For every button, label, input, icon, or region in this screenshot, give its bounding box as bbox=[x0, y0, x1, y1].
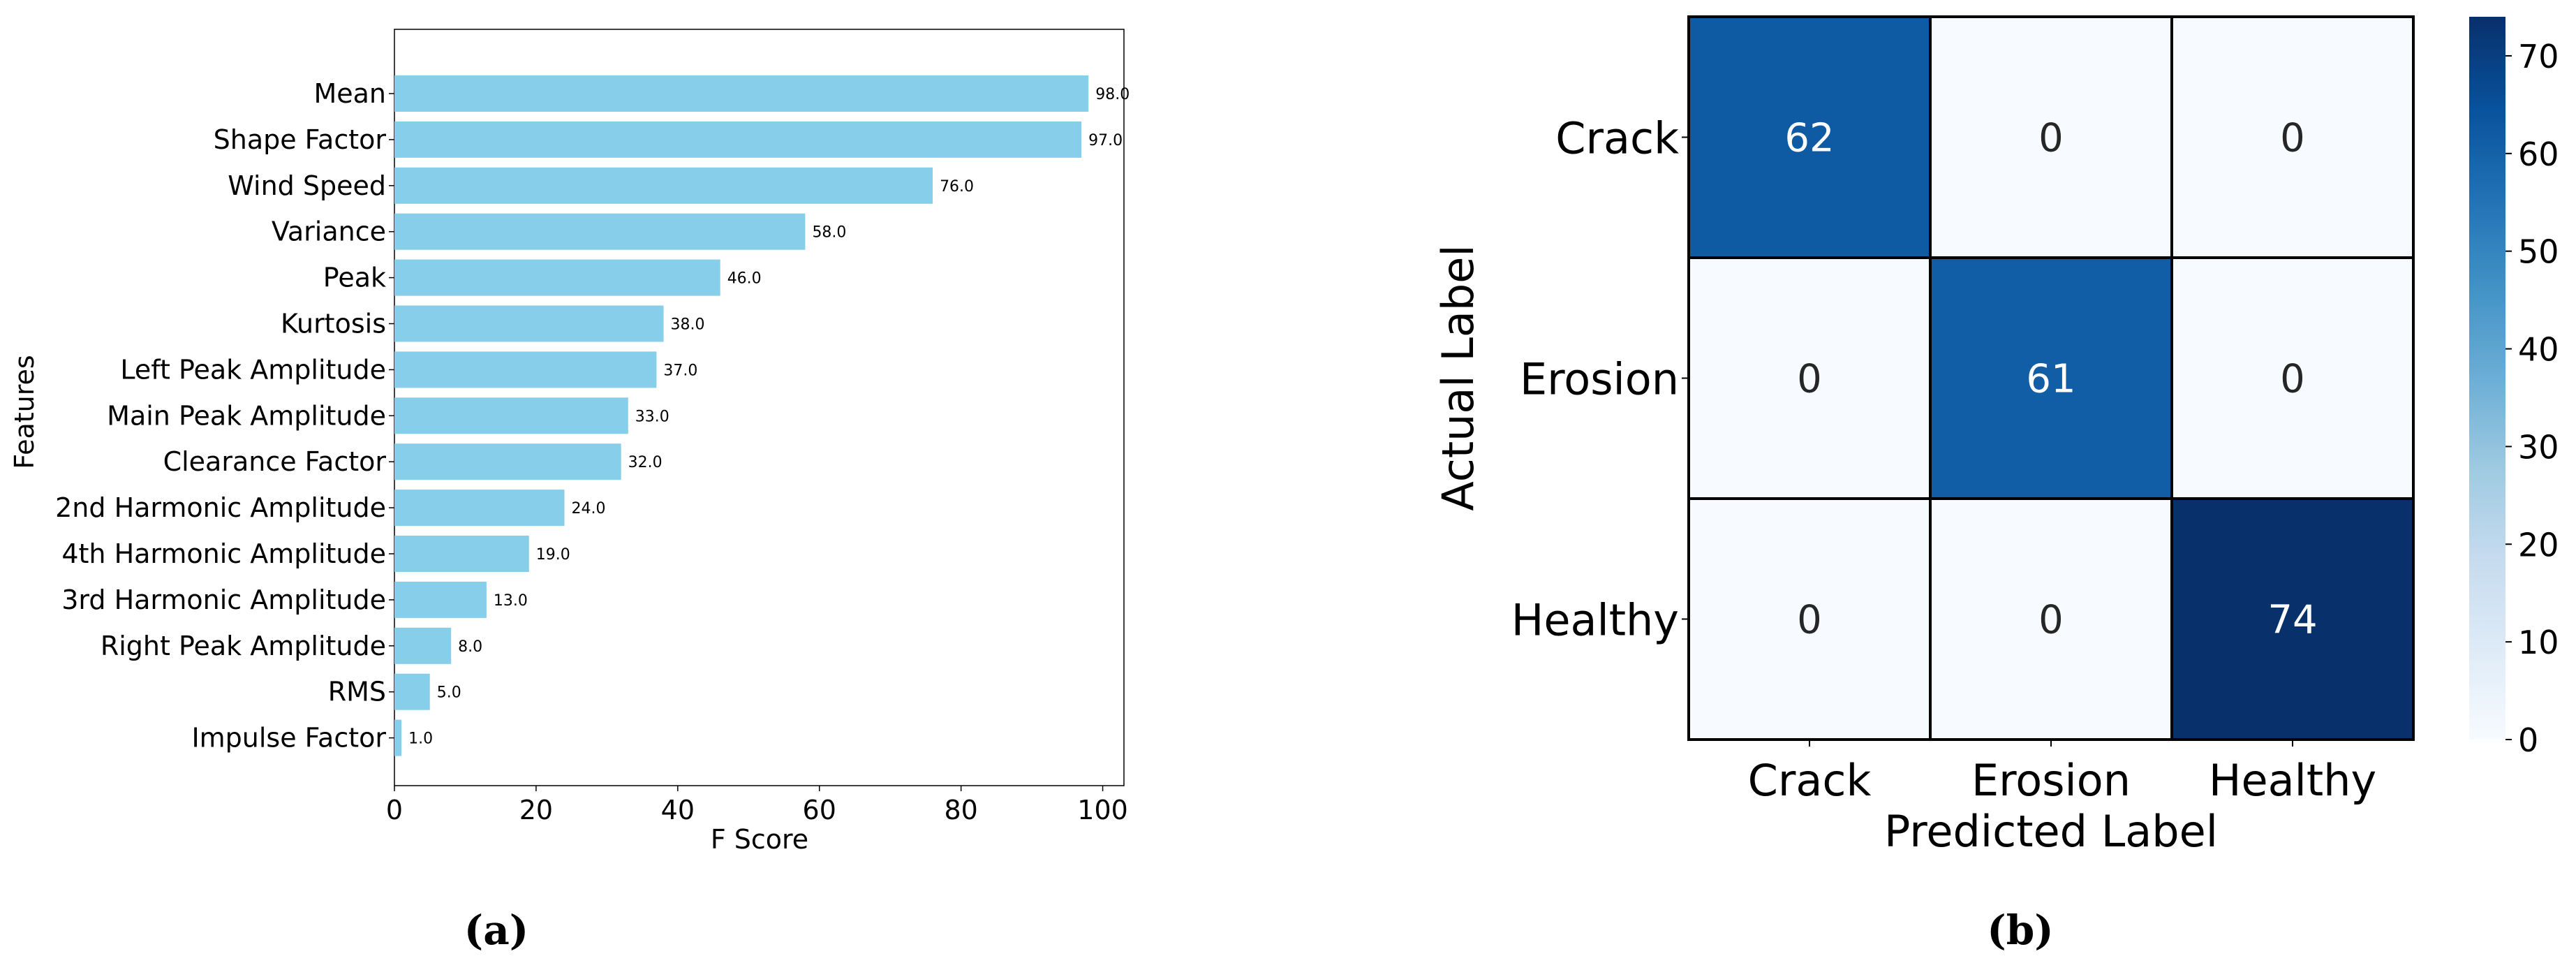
cell-value: 0 bbox=[2280, 357, 2305, 402]
heatmap-cell bbox=[2170, 256, 2415, 500]
cell-value: 62 bbox=[1784, 116, 1834, 161]
y-axis-label: Actual Label bbox=[1433, 244, 1483, 510]
data-label: 38.0 bbox=[671, 316, 705, 334]
x-tick-label: 20 bbox=[519, 795, 553, 825]
bar bbox=[394, 719, 402, 756]
y-tick-label: Wind Speed bbox=[228, 170, 386, 201]
data-label: 19.0 bbox=[536, 546, 570, 564]
x-axis-label: Predicted Label bbox=[1884, 806, 2218, 857]
colorbar-tick-label: 0 bbox=[2518, 721, 2538, 759]
y-tick-label: Shape Factor bbox=[214, 124, 387, 155]
data-label: 33.0 bbox=[635, 408, 669, 425]
data-label: 98.0 bbox=[1095, 86, 1130, 103]
bar bbox=[394, 305, 664, 342]
data-label: 13.0 bbox=[494, 592, 528, 610]
colorbar-tick-label: 20 bbox=[2518, 526, 2559, 564]
bar bbox=[394, 213, 806, 250]
heatmap-cell bbox=[1687, 497, 1932, 741]
heatmap-cell bbox=[2170, 497, 2415, 741]
panel-label-a: (a) bbox=[464, 906, 528, 954]
heatmap-cell bbox=[2170, 15, 2415, 259]
y-axis-label: Features bbox=[9, 355, 40, 469]
colorbar-tick-label: 50 bbox=[2518, 233, 2559, 271]
colorbar-tick-label: 30 bbox=[2518, 428, 2559, 466]
x-tick-label: 100 bbox=[1077, 795, 1128, 825]
data-label: 58.0 bbox=[812, 224, 846, 242]
cell-value: 0 bbox=[1797, 598, 1822, 643]
data-label: 97.0 bbox=[1088, 132, 1123, 149]
x-axis-label: F Score bbox=[711, 824, 808, 855]
y-tick-label: Main Peak Amplitude bbox=[107, 400, 386, 431]
y-tick-label: RMS bbox=[328, 677, 386, 707]
data-label: 5.0 bbox=[437, 684, 461, 702]
y-tick-label: Erosion bbox=[1520, 354, 1679, 405]
y-tick-label: 2nd Harmonic Amplitude bbox=[55, 492, 386, 523]
data-label: 37.0 bbox=[663, 362, 697, 379]
x-tick-label: 0 bbox=[386, 795, 403, 825]
bar bbox=[394, 397, 628, 434]
x-tick-label: 40 bbox=[661, 795, 695, 825]
y-tick-label: Mean bbox=[313, 78, 386, 109]
bar bbox=[394, 351, 657, 388]
cell-value: 0 bbox=[1797, 357, 1822, 402]
heatmap-cell bbox=[1929, 256, 2173, 500]
cell-value: 0 bbox=[2038, 598, 2064, 643]
data-label: 1.0 bbox=[408, 730, 433, 748]
y-tick-label: Left Peak Amplitude bbox=[120, 354, 386, 385]
bar bbox=[394, 627, 452, 664]
bar bbox=[394, 443, 621, 480]
bar bbox=[394, 581, 487, 618]
cell-value: 74 bbox=[2267, 598, 2317, 643]
colorbar-tick-label: 10 bbox=[2518, 624, 2559, 661]
colorbar-tick-label: 40 bbox=[2518, 331, 2559, 369]
bar bbox=[394, 536, 529, 572]
bar bbox=[394, 75, 1089, 112]
bar bbox=[394, 673, 430, 710]
data-label: 24.0 bbox=[571, 500, 605, 517]
x-tick-label: Healthy bbox=[2209, 755, 2376, 806]
y-tick-label: Right Peak Amplitude bbox=[101, 631, 386, 661]
heatmap-cell bbox=[1929, 15, 2173, 259]
y-tick-label: Peak bbox=[323, 263, 386, 293]
cell-value: 61 bbox=[2026, 357, 2075, 402]
bar bbox=[394, 167, 933, 204]
bar bbox=[394, 259, 720, 296]
data-label: 32.0 bbox=[628, 454, 662, 471]
x-tick-label: 60 bbox=[803, 795, 836, 825]
y-tick-label: Kurtosis bbox=[281, 309, 386, 339]
y-tick-label: Impulse Factor bbox=[191, 723, 386, 754]
bar bbox=[394, 490, 565, 527]
y-tick-label: Crack bbox=[1555, 113, 1679, 164]
cell-value: 0 bbox=[2038, 116, 2064, 161]
colorbar-tick-label: 70 bbox=[2518, 38, 2559, 75]
confusion-matrix: Predicted Label Actual Label (b) 62 0 0 0 61… bbox=[1433, 15, 2559, 954]
heatmap-cell bbox=[1687, 15, 1932, 259]
x-tick-label: 80 bbox=[944, 795, 977, 825]
feature-importance-chart: F Score Features (a) Mean 98.0 Shape Facto… bbox=[9, 29, 1130, 954]
data-label: 76.0 bbox=[940, 178, 974, 196]
colorbar-tick-label: 60 bbox=[2518, 135, 2559, 173]
y-tick-label: 4th Harmonic Amplitude bbox=[61, 538, 386, 569]
y-tick-label: Clearance Factor bbox=[163, 446, 387, 477]
y-tick-label: 3rd Harmonic Amplitude bbox=[61, 585, 386, 615]
colorbar bbox=[2469, 17, 2505, 740]
y-tick-label: Variance bbox=[272, 216, 386, 247]
x-tick-label: Crack bbox=[1748, 755, 1872, 806]
y-tick-label: Healthy bbox=[1511, 595, 1679, 646]
cell-value: 0 bbox=[2280, 116, 2305, 161]
bar bbox=[394, 121, 1082, 158]
x-tick-label: Erosion bbox=[1971, 755, 2131, 806]
data-label: 8.0 bbox=[458, 638, 482, 656]
data-label: 46.0 bbox=[727, 270, 762, 288]
panel-label-b: (b) bbox=[1987, 906, 2053, 954]
